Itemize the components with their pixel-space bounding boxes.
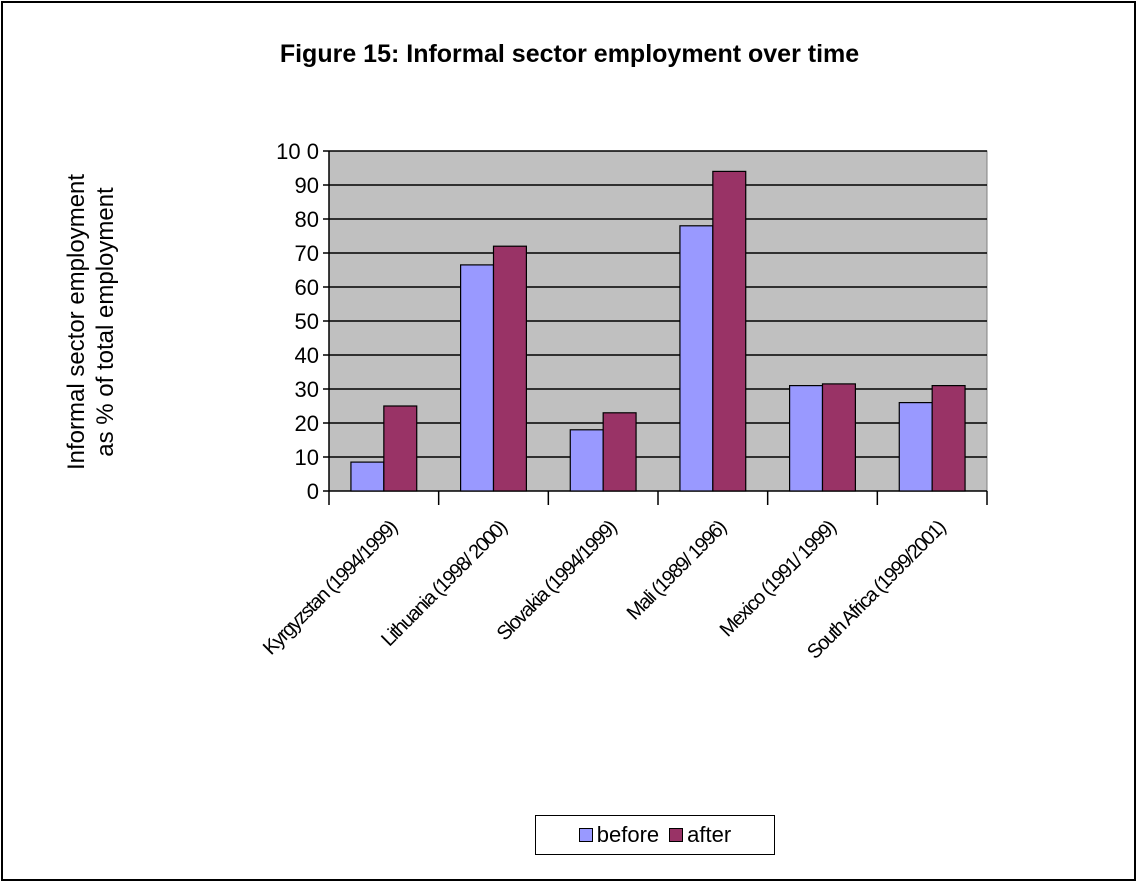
y-tick-label: 90 [295,173,319,198]
bar-after [712,170,747,492]
bar-before [460,264,495,492]
bar-before [788,385,824,492]
bar-before [898,402,933,492]
y-tick-label: 20 [295,411,319,436]
y-tick-label: 40 [295,343,319,368]
y-tick-label: 80 [295,207,319,232]
bar-after [492,245,528,492]
x-category-label: Mexico (1991/ 1999) [716,516,841,641]
y-tick-label: 70 [295,241,319,266]
y-tick-label: 50 [295,309,319,334]
x-category-label: Mali (1989/ 1996) [623,516,731,624]
y-axis-label-line-2: as % of total employment [92,187,119,457]
bar-before [569,429,604,492]
legend: before after [535,815,775,855]
legend-swatch-after [669,828,684,842]
y-axis-label-line-1: Informal sector employment [63,174,90,470]
bar-after [931,385,966,492]
y-tick-label: 0 [307,479,319,504]
chart-title: Figure 15: Informal sector employment ov… [279,40,860,68]
bar-after [602,412,637,492]
legend-label-after: after [687,822,732,847]
bar-before [679,225,714,492]
bar-after [821,383,857,492]
legend-label-before: before [596,822,660,847]
x-category-label: Slovakia (1994/1999) [493,516,622,645]
legend-item-before: before [578,822,660,848]
y-tick-label: 60 [295,275,319,300]
y-tick-label: 10 [295,445,319,470]
legend-swatch-before [578,828,593,842]
y-tick-label: 30 [295,377,319,402]
legend-item-after: after [669,822,731,848]
x-category-label: Lithuania (1998/ 2000) [377,516,511,650]
bar-after [383,405,418,492]
bar-before [350,461,385,492]
y-tick-label: 10 0 [276,139,319,164]
